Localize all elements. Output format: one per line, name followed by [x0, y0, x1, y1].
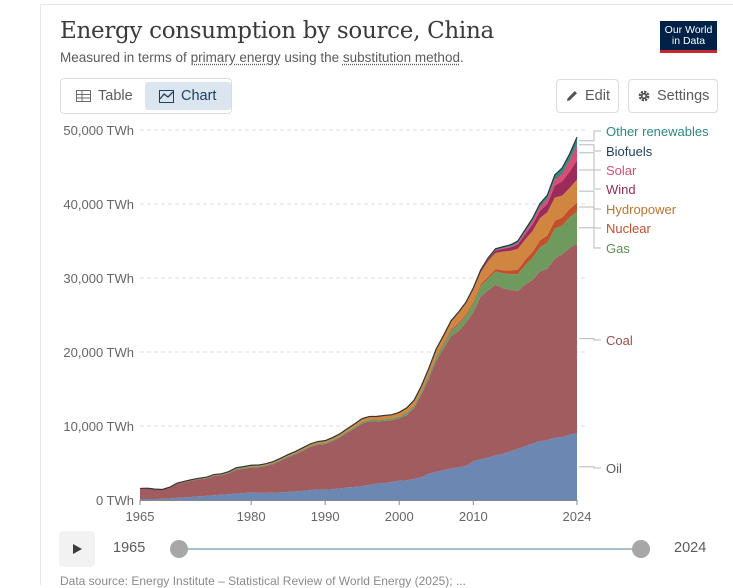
logo-line-1: Our World: [664, 24, 713, 36]
legend-connector: [579, 190, 601, 210]
x-tick-label: 2024: [563, 509, 592, 524]
edit-label: Edit: [585, 88, 610, 104]
legend-connector: [579, 152, 601, 171]
settings-button[interactable]: Settings: [628, 79, 718, 113]
legend-label-biofuels: Biofuels: [606, 144, 653, 159]
chart-icon: [159, 89, 174, 103]
area-oil: [140, 433, 577, 500]
edit-button[interactable]: Edit: [556, 79, 619, 113]
owid-logo[interactable]: Our World in Data: [660, 21, 717, 53]
timeline-end-year: 2024: [674, 540, 707, 556]
settings-label: Settings: [657, 88, 710, 104]
primary-energy-link[interactable]: primary energy: [190, 50, 281, 65]
play-icon: [73, 544, 82, 554]
chart-subtitle: Measured in terms of primary energy usin…: [60, 50, 464, 65]
legend-label-other-renewables: Other renewables: [606, 124, 709, 139]
legend-connector: [579, 130, 601, 142]
tab-chart[interactable]: Chart: [145, 82, 231, 110]
subtitle-text-end: .: [459, 50, 464, 65]
total-outline: [139, 136, 578, 491]
pencil-icon: [567, 91, 577, 101]
x-tick-label: 2010: [459, 509, 488, 524]
legend-connector: [579, 466, 601, 469]
chart-title: Energy consumption by source, China: [60, 18, 494, 44]
y-tick-label: 0 TWh: [96, 493, 134, 508]
footer-source: Data source: Energy Institute – Statisti…: [60, 574, 466, 588]
legend-label-solar: Solar: [606, 163, 637, 178]
legend-label-wind: Wind: [606, 182, 636, 197]
legend-label-nuclear: Nuclear: [606, 221, 651, 236]
substitution-method-link[interactable]: substitution method: [342, 50, 460, 65]
tab-table-label: Table: [98, 88, 133, 104]
legend-label-hydropower: Hydropower: [606, 202, 677, 217]
timeline-start-year: 1965: [113, 540, 146, 556]
play-button[interactable]: [59, 531, 95, 567]
timeline-track[interactable]: [179, 548, 641, 550]
legend-connector: [579, 338, 601, 341]
logo-line-2: in Data: [671, 35, 706, 47]
y-tick-label: 40,000 TWh: [63, 197, 134, 212]
table-icon: [76, 90, 91, 102]
tab-table[interactable]: Table: [64, 82, 144, 110]
legend-label-coal: Coal: [606, 333, 633, 348]
x-tick-label: 2000: [385, 509, 414, 524]
subtitle-text-mid: using the: [280, 50, 343, 65]
tab-chart-label: Chart: [181, 88, 217, 104]
legend-label-oil: Oil: [606, 461, 622, 476]
x-tick-label: 1965: [126, 509, 155, 524]
legend-connector: [579, 227, 601, 249]
subtitle-text: Measured in terms of: [60, 50, 191, 65]
x-tick-label: 1980: [237, 509, 266, 524]
y-tick-label: 10,000 TWh: [63, 419, 134, 434]
area-coal: [140, 243, 577, 500]
legend-connector: [579, 206, 601, 229]
timeline-end-handle[interactable]: [632, 540, 650, 558]
chart-frame: [40, 4, 733, 585]
gear-icon: [638, 90, 650, 102]
y-tick-label: 20,000 TWh: [63, 345, 134, 360]
x-tick-label: 1990: [311, 509, 340, 524]
legend-connector: [579, 144, 601, 152]
legend-connector: [579, 169, 601, 190]
timeline-start-handle[interactable]: [170, 540, 188, 558]
legend-label-gas: Gas: [606, 241, 630, 256]
view-tabs: Table Chart: [60, 78, 232, 114]
y-tick-label: 50,000 TWh: [63, 123, 134, 138]
y-tick-label: 30,000 TWh: [63, 271, 134, 286]
